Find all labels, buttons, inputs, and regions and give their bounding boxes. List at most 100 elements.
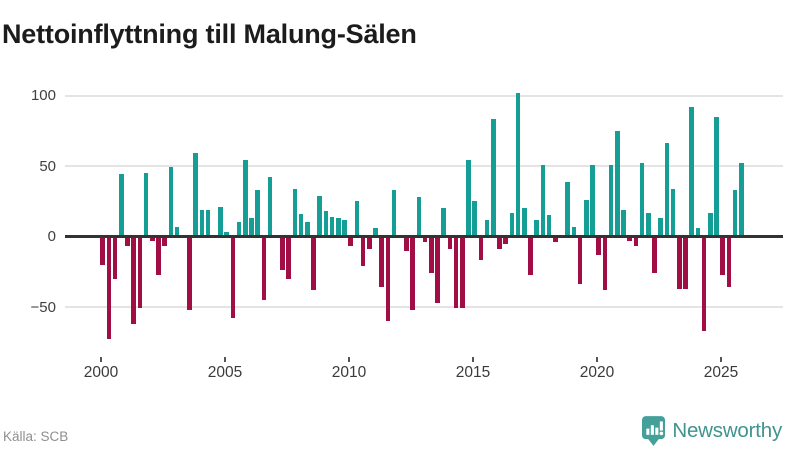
bar-2000-Q3 [112,236,118,279]
bar-2016-Q2 [503,236,508,244]
bar-2024-Q1 [695,228,701,237]
bar-2018-Q4 [565,181,570,237]
bar-2023-Q1 [670,188,676,237]
x-axis-label-2010: 2010 [331,364,367,381]
bar-2008-Q2 [305,222,310,237]
x-axis-label-2005: 2005 [207,364,243,381]
bar-2022-Q3 [658,218,663,237]
x-tick-2010 [348,357,350,362]
bar-2006-Q3 [261,236,267,300]
bar-2004-Q1 [199,209,205,237]
y-axis-label-100: 100 [30,87,56,104]
bar-2003-Q3 [187,236,192,310]
bar-2022-Q2 [652,236,657,274]
x-axis-label-2015: 2015 [455,364,491,381]
brand-lockup: Newsworthy [642,415,782,447]
bar-2006-Q2 [255,189,260,237]
bar-2016-Q4 [515,92,521,237]
bar-2024-Q3 [708,212,713,237]
bar-2013-Q3 [435,236,440,303]
x-tick-2025 [720,357,722,362]
gridline--50 [65,306,783,308]
bar-2002-Q1 [150,236,155,241]
bar-2020-Q3 [608,164,614,237]
bar-2016-Q1 [497,236,502,250]
bar-2011-Q3 [385,236,391,322]
bar-2011-Q2 [379,236,384,288]
bar-2025-Q1 [720,236,725,275]
bar-2021-Q4 [639,163,645,237]
x-tick-2020 [596,357,598,362]
bar-2000-Q2 [106,236,112,340]
bar-2003-Q1 [174,226,180,237]
bar-2006-Q1 [249,218,254,237]
bar-2017-Q3 [534,219,539,237]
bar-2012-Q3 [410,236,415,310]
bar-2019-Q2 [577,236,583,285]
bar-2001-Q4 [143,173,149,237]
zero-baseline [65,235,783,238]
bar-2002-Q4 [168,167,174,237]
bar-2015-Q3 [484,219,490,237]
bar-2009-Q1 [323,211,329,237]
bar-2025-Q4 [739,163,744,237]
bar-2013-Q4 [441,208,446,237]
bar-2008-Q1 [298,213,304,237]
bar-2009-Q4 [342,219,347,237]
chart-title: Nettoinflyttning till Malung-Sälen [2,19,417,50]
bar-2010-Q1 [348,236,353,247]
bar-2003-Q4 [193,153,198,237]
bar-2015-Q1 [472,201,477,237]
bar-2016-Q3 [509,212,515,237]
bar-2009-Q2 [329,216,335,237]
bar-2005-Q2 [230,236,236,319]
bar-2021-Q3 [633,236,639,247]
bar-2008-Q3 [311,236,316,291]
bar-2017-Q1 [522,208,527,237]
bar-2019-Q4 [590,164,595,237]
y-axis-label-0: 0 [47,228,56,245]
bar-2019-Q1 [571,226,577,237]
bar-2014-Q4 [466,160,471,237]
bar-2025-Q3 [732,189,738,237]
bar-2000-Q1 [100,236,105,265]
bar-2006-Q4 [267,177,273,237]
bar-2024-Q2 [701,236,707,331]
bar-2011-Q4 [391,189,397,237]
bar-2011-Q1 [373,228,378,237]
bar-2012-Q4 [416,197,422,237]
bar-2000-Q4 [119,174,124,237]
bar-2021-Q1 [621,209,626,237]
x-axis-label-2020: 2020 [579,364,615,381]
bar-2010-Q3 [360,236,366,267]
bar-2013-Q1 [422,236,428,243]
bar-2001-Q1 [125,236,130,247]
bar-2001-Q2 [131,236,136,324]
bar-2015-Q4 [491,119,496,237]
x-tick-2015 [472,357,474,362]
bar-2007-Q2 [280,236,285,271]
bar-2004-Q4 [218,206,223,237]
bar-2012-Q2 [404,236,409,251]
gridline-50 [65,165,783,167]
bar-2018-Q1 [546,215,552,237]
bar-2020-Q1 [596,236,601,255]
source-note: Källa: SCB [3,429,69,444]
y-axis-label-50: 50 [39,157,56,175]
brand-name: Newsworthy [672,419,782,442]
bar-2021-Q2 [627,236,632,241]
bar-2010-Q4 [367,236,372,250]
y-axis-label--50: −50 [30,298,56,316]
bar-2007-Q3 [286,236,291,279]
bar-2005-Q4 [243,160,248,237]
x-axis-label-2025: 2025 [703,364,739,381]
bar-2002-Q2 [156,236,161,275]
bar-2014-Q2 [453,236,459,309]
bar-2008-Q4 [317,195,322,237]
bar-2020-Q4 [615,130,620,237]
x-tick-2005 [224,357,226,362]
x-tick-2000 [100,357,102,362]
bar-2024-Q4 [714,116,719,237]
bar-2015-Q2 [478,236,484,261]
